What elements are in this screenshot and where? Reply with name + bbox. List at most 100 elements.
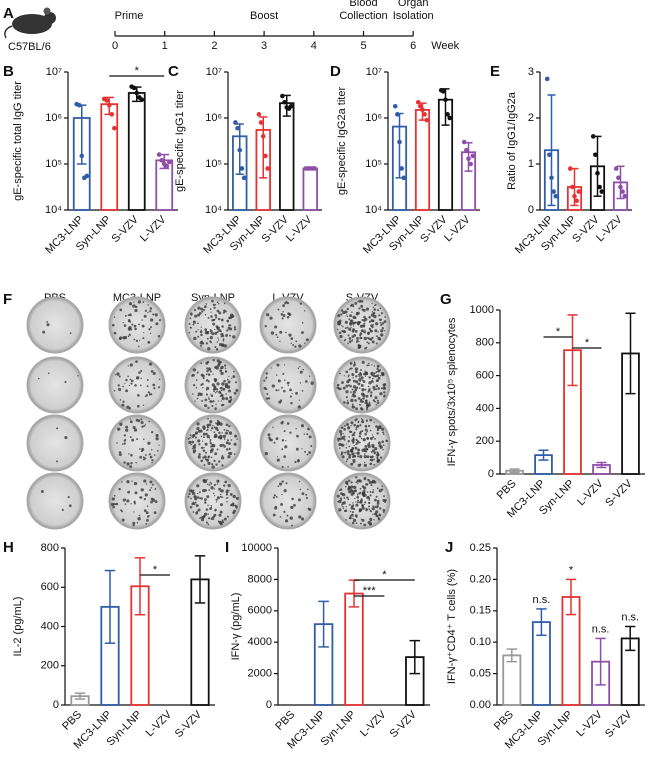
spot [210,393,212,395]
spot [206,378,209,382]
spot [303,310,306,312]
y-tick-label: 2 [528,112,534,124]
spot [229,327,233,331]
spot [301,389,304,392]
spot [358,373,361,376]
spot [382,511,385,514]
spot [372,436,375,439]
spot [376,399,379,402]
spot [347,376,350,378]
spot [202,436,205,439]
spot [133,481,138,486]
spot [147,311,149,314]
spot [210,506,213,508]
spot [233,511,235,513]
y-tick-label: 10⁶ [45,112,62,124]
y-tick-label: 10⁴ [205,204,222,216]
spot [377,336,381,341]
spot [343,424,346,427]
spot [371,302,373,305]
spot [373,519,375,521]
data-point [239,166,245,171]
spot [346,326,349,329]
spot [354,399,357,402]
spot [200,333,203,336]
spot [204,442,208,446]
y-axis-label: IL-2 (pg/mL) [12,597,24,657]
data-point [618,184,623,190]
spot [209,440,211,443]
spot [188,440,192,445]
y-axis-label: gE-specific total IgG titer [12,81,24,201]
spot [200,459,204,463]
spot [367,501,371,505]
spot [194,400,196,402]
spot [342,325,344,328]
spot [196,496,200,499]
spot [374,329,378,333]
spot [337,383,340,387]
spot [359,382,361,385]
spot [217,317,221,321]
spot [235,508,238,510]
spot [348,378,351,382]
spot [363,397,365,399]
week-label: 6 [410,40,416,52]
spot [352,379,356,383]
spot [213,426,216,429]
spot [222,344,225,347]
spot [341,325,343,327]
spot [298,344,302,348]
spot [352,377,354,379]
spot [220,367,223,370]
spot [368,320,371,323]
spot [127,490,131,494]
spot [149,307,153,310]
well [26,296,84,354]
spot [352,438,355,441]
y-tick-label: 0.25 [470,542,491,554]
data-point [237,147,243,153]
spot [354,497,356,500]
spot [367,342,370,345]
spot [301,331,304,334]
spot [284,519,289,523]
data-point [134,90,140,96]
spot [359,463,362,466]
spot [287,465,289,468]
spot [358,378,362,382]
spot [188,331,191,334]
spot [216,448,219,451]
spot [130,503,132,505]
spot [155,322,159,326]
spot [155,433,159,438]
spot [150,326,153,329]
spot [200,373,204,377]
week-label: 4 [311,40,317,52]
spot [352,489,354,491]
spot [204,512,208,516]
data-point [461,139,467,145]
spot [195,387,197,389]
spot [279,516,282,518]
spot [370,484,373,487]
spot [150,369,154,373]
spot [118,487,121,491]
spot [353,444,355,447]
spot [377,458,381,462]
spot [113,331,117,335]
panel-letter: G [440,291,452,308]
spot [346,458,349,461]
spot [146,518,149,522]
spot [219,444,221,447]
spot [375,495,378,498]
spot [200,362,203,365]
spot [267,397,271,400]
spot [231,502,235,505]
spot [367,478,369,481]
spot [359,368,362,371]
spot [369,462,373,466]
spot [209,442,212,445]
spot [369,429,372,432]
spot [346,399,349,402]
